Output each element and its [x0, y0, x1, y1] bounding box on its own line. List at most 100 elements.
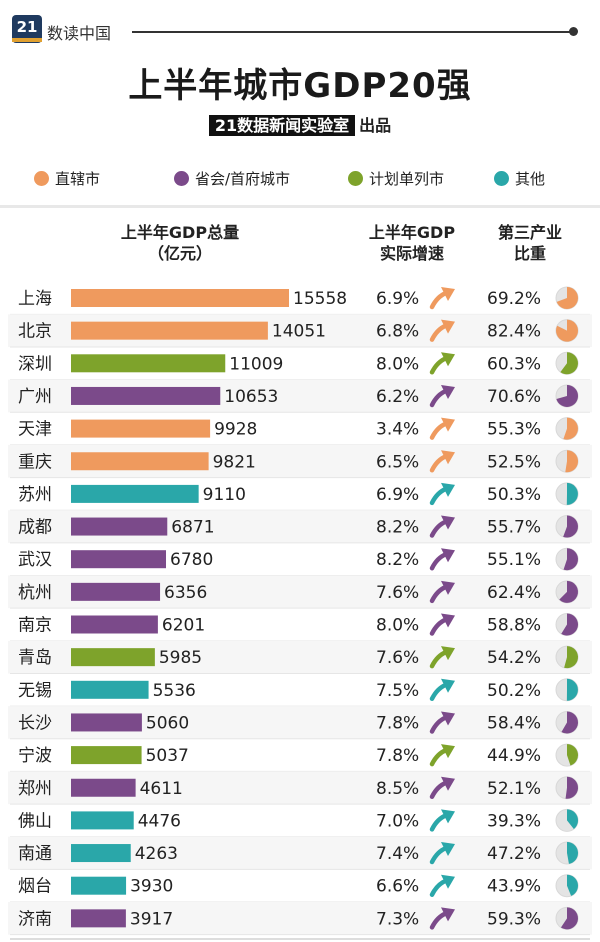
city-label: 佛山 [18, 811, 52, 831]
gdp-value-label: 5060 [146, 713, 189, 733]
gdp-value-label: 5985 [159, 648, 202, 668]
tertiary-share-label: 55.3% [487, 420, 541, 440]
legend-label: 其他 [515, 170, 546, 188]
growth-arrow-icon [429, 486, 449, 506]
tertiary-pie-slice [566, 678, 578, 701]
growth-label: 6.9% [376, 485, 419, 505]
top-bar: 21 数读中国 [0, 0, 600, 50]
publisher-label: 21数据新闻实验室 [208, 115, 356, 136]
growth-arrow-icon [429, 551, 449, 571]
gdp-value-label: 4476 [138, 811, 181, 831]
gdp-value-label: 9821 [213, 452, 256, 472]
city-label: 北京 [18, 322, 52, 342]
gdp-value-label: 4611 [140, 779, 183, 799]
brand-name: 数读中国 [47, 24, 112, 43]
bottom-rule [10, 938, 590, 940]
city-label: 深圳 [18, 354, 52, 374]
tertiary-pie-slice [563, 548, 579, 571]
tertiary-share-label: 60.3% [487, 354, 541, 374]
city-label: 郑州 [18, 779, 52, 799]
tertiary-pie-slice [567, 744, 578, 766]
city-label: 济南 [18, 909, 52, 929]
gdp-value-label: 3930 [130, 877, 173, 897]
tertiary-pie-slice [556, 287, 578, 309]
growth-label: 8.0% [376, 354, 419, 374]
legend-item-municipality: 直辖市 [34, 168, 100, 189]
chart-title: 上半年城市GDP20强 [128, 66, 472, 106]
tertiary-pie-slice [563, 417, 578, 440]
column-header-tertiary: 第三产业 比重 [497, 223, 562, 263]
gdp-value-label: 10653 [224, 387, 278, 407]
growth-arrowhead-icon [441, 907, 455, 922]
tertiary-share-label: 59.3% [487, 909, 541, 929]
tertiary-pie-slice [560, 907, 579, 930]
tertiary-share-label: 44.9% [487, 746, 541, 766]
tertiary-share-label: 55.7% [487, 518, 541, 538]
growth-label: 8.2% [376, 518, 419, 538]
legend-swatch [34, 171, 49, 186]
growth-arrowhead-icon [441, 776, 455, 791]
tertiary-pie-slice [563, 515, 579, 538]
growth-label: 8.5% [376, 779, 419, 799]
growth-arrowhead-icon [441, 711, 455, 726]
growth-arrowhead-icon [441, 744, 455, 759]
gdp-bar [71, 289, 289, 307]
gdp-bar [71, 778, 136, 797]
gdp-value-label: 6356 [164, 583, 207, 603]
tertiary-share-label: 47.2% [487, 844, 541, 864]
growth-label: 7.6% [376, 648, 419, 668]
growth-arrowhead-icon [441, 809, 455, 824]
tertiary-share-label: 69.2% [487, 289, 541, 309]
city-label: 南通 [18, 844, 52, 864]
growth-arrowhead-icon [441, 580, 455, 595]
gdp-bar [71, 582, 161, 601]
growth-label: 7.4% [376, 844, 419, 864]
legend-divider [0, 205, 600, 208]
legend-swatch [494, 171, 509, 186]
gdp-bar [71, 452, 209, 471]
growth-label: 6.9% [376, 289, 419, 309]
city-label: 宁波 [18, 746, 52, 766]
tertiary-pie-slice [556, 384, 579, 407]
tertiary-pie-slice [567, 809, 579, 830]
tertiary-share-label: 58.8% [487, 616, 541, 636]
growth-label: 7.6% [376, 583, 419, 603]
growth-arrow-icon [429, 747, 449, 767]
tertiary-pie-slice [564, 646, 578, 669]
tertiary-pie-slice [565, 450, 579, 473]
city-label: 武汉 [18, 550, 52, 570]
brand-logo: 21 [12, 15, 42, 43]
header-rule [132, 31, 572, 33]
growth-arrow-icon [429, 682, 449, 702]
growth-arrowhead-icon [441, 842, 455, 857]
city-label: 重庆 [18, 452, 52, 472]
gdp-value-label: 15558 [293, 289, 347, 309]
gdp-value-label: 6201 [162, 616, 205, 636]
city-label: 长沙 [18, 713, 52, 733]
tertiary-pie-slice [556, 319, 579, 342]
city-label: 上海 [18, 289, 52, 309]
tertiary-pie-slice [565, 776, 579, 799]
legend-item-planned: 计划单列市 [348, 168, 444, 189]
growth-arrowhead-icon [441, 548, 455, 563]
tertiary-share-label: 43.9% [487, 877, 541, 897]
publisher-suffix: 出品 [359, 116, 392, 135]
legend-swatch [174, 171, 189, 186]
gdp-bar [71, 321, 268, 340]
legend-swatch [348, 171, 363, 186]
city-label: 广州 [18, 387, 52, 407]
gdp-value-label: 6780 [170, 550, 213, 570]
growth-arrow-icon [429, 617, 449, 636]
gdp-bar [71, 811, 134, 830]
growth-arrowhead-icon [441, 515, 455, 530]
tertiary-share-label: 50.3% [487, 485, 541, 505]
gdp-bar [71, 746, 142, 765]
gdp-value-label: 5037 [146, 746, 189, 766]
gdp-bar [71, 648, 155, 667]
tertiary-share-label: 55.1% [487, 550, 541, 570]
gdp-value-label: 14051 [272, 322, 326, 342]
gdp-value-label: 3917 [130, 909, 173, 929]
growth-label: 7.3% [376, 909, 419, 929]
gdp-bar [71, 419, 211, 438]
